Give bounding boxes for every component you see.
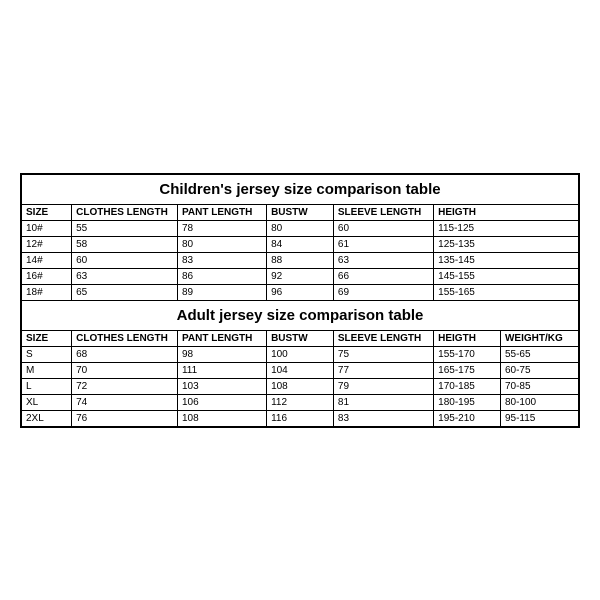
cell-height: 180-195	[434, 394, 501, 410]
cell-sleeve-length: 77	[333, 362, 433, 378]
col-bustw: BUSTW	[267, 330, 334, 346]
cell-sleeve-length: 63	[333, 252, 433, 268]
cell-pant-length: 86	[177, 268, 266, 284]
cell-pant-length: 111	[177, 362, 266, 378]
adult-header-row: SIZE CLOTHES LENGTH PANT LENGTH BUSTW SL…	[22, 330, 579, 346]
cell-bustw: 96	[267, 284, 334, 300]
cell-height: 125-135	[434, 236, 579, 252]
table-row: XL 74 106 112 81 180-195 80-100	[22, 394, 579, 410]
cell-sleeve-length: 79	[333, 378, 433, 394]
col-pant-length: PANT LENGTH	[177, 204, 266, 220]
table-row: 10# 55 78 80 60 115-125	[22, 220, 579, 236]
col-pant-length: PANT LENGTH	[177, 330, 266, 346]
adult-title-row: Adult jersey size comparison table	[22, 300, 579, 330]
table-row: 18# 65 89 96 69 155-165	[22, 284, 579, 300]
col-height: HEIGTH	[434, 330, 501, 346]
cell-height: 170-185	[434, 378, 501, 394]
children-title-row: Children's jersey size comparison table	[22, 174, 579, 204]
cell-sleeve-length: 75	[333, 346, 433, 362]
col-size: SIZE	[22, 330, 72, 346]
cell-pant-length: 103	[177, 378, 266, 394]
cell-sleeve-length: 66	[333, 268, 433, 284]
cell-size: M	[22, 362, 72, 378]
cell-size: L	[22, 378, 72, 394]
cell-pant-length: 78	[177, 220, 266, 236]
cell-pant-length: 98	[177, 346, 266, 362]
cell-sleeve-length: 61	[333, 236, 433, 252]
cell-height: 115-125	[434, 220, 579, 236]
cell-sleeve-length: 60	[333, 220, 433, 236]
cell-weight: 55-65	[500, 346, 578, 362]
cell-size: 14#	[22, 252, 72, 268]
table-row: M 70 111 104 77 165-175 60-75	[22, 362, 579, 378]
cell-height: 145-155	[434, 268, 579, 284]
cell-size: 2XL	[22, 410, 72, 426]
cell-size: XL	[22, 394, 72, 410]
children-title: Children's jersey size comparison table	[22, 174, 579, 204]
table-row: 12# 58 80 84 61 125-135	[22, 236, 579, 252]
cell-sleeve-length: 83	[333, 410, 433, 426]
cell-sleeve-length: 81	[333, 394, 433, 410]
cell-clothes-length: 65	[72, 284, 178, 300]
cell-sleeve-length: 69	[333, 284, 433, 300]
col-bustw: BUSTW	[267, 204, 334, 220]
cell-size: 12#	[22, 236, 72, 252]
cell-weight: 95-115	[500, 410, 578, 426]
cell-bustw: 116	[267, 410, 334, 426]
cell-bustw: 112	[267, 394, 334, 410]
cell-pant-length: 80	[177, 236, 266, 252]
cell-clothes-length: 58	[72, 236, 178, 252]
cell-clothes-length: 76	[72, 410, 178, 426]
cell-bustw: 88	[267, 252, 334, 268]
cell-weight: 80-100	[500, 394, 578, 410]
cell-clothes-length: 55	[72, 220, 178, 236]
cell-weight: 60-75	[500, 362, 578, 378]
cell-size: 18#	[22, 284, 72, 300]
cell-clothes-length: 70	[72, 362, 178, 378]
cell-bustw: 92	[267, 268, 334, 284]
cell-pant-length: 106	[177, 394, 266, 410]
cell-bustw: 84	[267, 236, 334, 252]
cell-pant-length: 89	[177, 284, 266, 300]
col-weight: WEIGHT/KG	[500, 330, 578, 346]
cell-weight: 70-85	[500, 378, 578, 394]
size-tables-container: Children's jersey size comparison table …	[20, 173, 580, 428]
col-size: SIZE	[22, 204, 72, 220]
cell-height: 155-170	[434, 346, 501, 362]
cell-size: 16#	[22, 268, 72, 284]
table-row: L 72 103 108 79 170-185 70-85	[22, 378, 579, 394]
adult-title: Adult jersey size comparison table	[22, 300, 579, 330]
cell-clothes-length: 68	[72, 346, 178, 362]
cell-bustw: 80	[267, 220, 334, 236]
cell-height: 135-145	[434, 252, 579, 268]
cell-size: 10#	[22, 220, 72, 236]
col-clothes-length: CLOTHES LENGTH	[72, 330, 178, 346]
children-size-table: Children's jersey size comparison table …	[21, 174, 579, 427]
table-row: 2XL 76 108 116 83 195-210 95-115	[22, 410, 579, 426]
cell-bustw: 104	[267, 362, 334, 378]
cell-bustw: 100	[267, 346, 334, 362]
cell-clothes-length: 72	[72, 378, 178, 394]
cell-clothes-length: 63	[72, 268, 178, 284]
cell-clothes-length: 60	[72, 252, 178, 268]
table-row: 16# 63 86 92 66 145-155	[22, 268, 579, 284]
cell-height: 165-175	[434, 362, 501, 378]
table-row: S 68 98 100 75 155-170 55-65	[22, 346, 579, 362]
col-sleeve-length: SLEEVE LENGTH	[333, 204, 433, 220]
col-height: HEIGTH	[434, 204, 579, 220]
cell-size: S	[22, 346, 72, 362]
cell-bustw: 108	[267, 378, 334, 394]
cell-height: 195-210	[434, 410, 501, 426]
col-clothes-length: CLOTHES LENGTH	[72, 204, 178, 220]
table-row: 14# 60 83 88 63 135-145	[22, 252, 579, 268]
cell-clothes-length: 74	[72, 394, 178, 410]
cell-pant-length: 83	[177, 252, 266, 268]
children-header-row: SIZE CLOTHES LENGTH PANT LENGTH BUSTW SL…	[22, 204, 579, 220]
cell-height: 155-165	[434, 284, 579, 300]
col-sleeve-length: SLEEVE LENGTH	[333, 330, 433, 346]
cell-pant-length: 108	[177, 410, 266, 426]
